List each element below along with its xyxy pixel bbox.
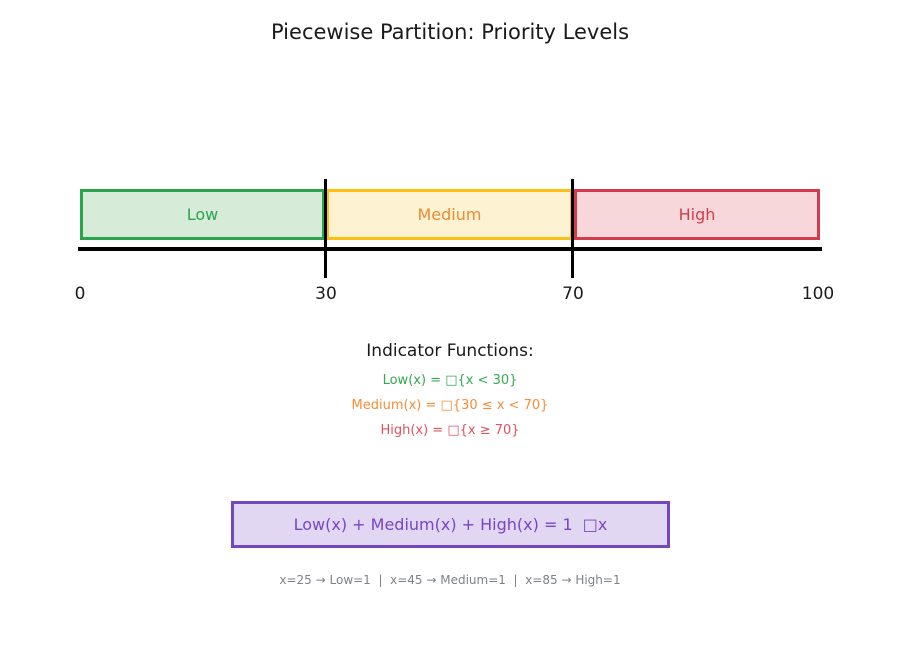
boundary-line-70: [571, 179, 574, 278]
figure-title: Piecewise Partition: Priority Levels: [270, 20, 630, 44]
indicator-functions-heading: Indicator Functions:: [366, 341, 534, 361]
segment-label-low: Low: [186, 205, 219, 224]
partition-identity-box: Low(x) + Medium(x) + High(x) = 1 □x: [231, 501, 670, 548]
axis-tick-100: 100: [801, 284, 835, 304]
indicator-formula-high: High(x) = □{x ≥ 70}: [380, 423, 520, 438]
number-line-axis: [78, 247, 822, 251]
axis-tick-70: 70: [562, 284, 584, 304]
segment-box-high: High: [574, 189, 820, 240]
axis-tick-30: 30: [315, 284, 337, 304]
indicator-formula-low: Low(x) = □{x < 30}: [382, 373, 518, 388]
boundary-line-30: [324, 179, 327, 278]
segment-box-low: Low: [80, 189, 325, 240]
examples-caption: x=25 → Low=1 | x=45 → Medium=1 | x=85 → …: [279, 573, 621, 587]
segment-box-medium: Medium: [326, 189, 573, 240]
partition-identity-text: Low(x) + Medium(x) + High(x) = 1 □x: [293, 515, 608, 534]
axis-tick-0: 0: [74, 284, 86, 304]
segment-label-high: High: [678, 205, 716, 224]
segment-label-medium: Medium: [417, 205, 482, 224]
indicator-formula-medium: Medium(x) = □{30 ≤ x < 70}: [351, 398, 549, 413]
